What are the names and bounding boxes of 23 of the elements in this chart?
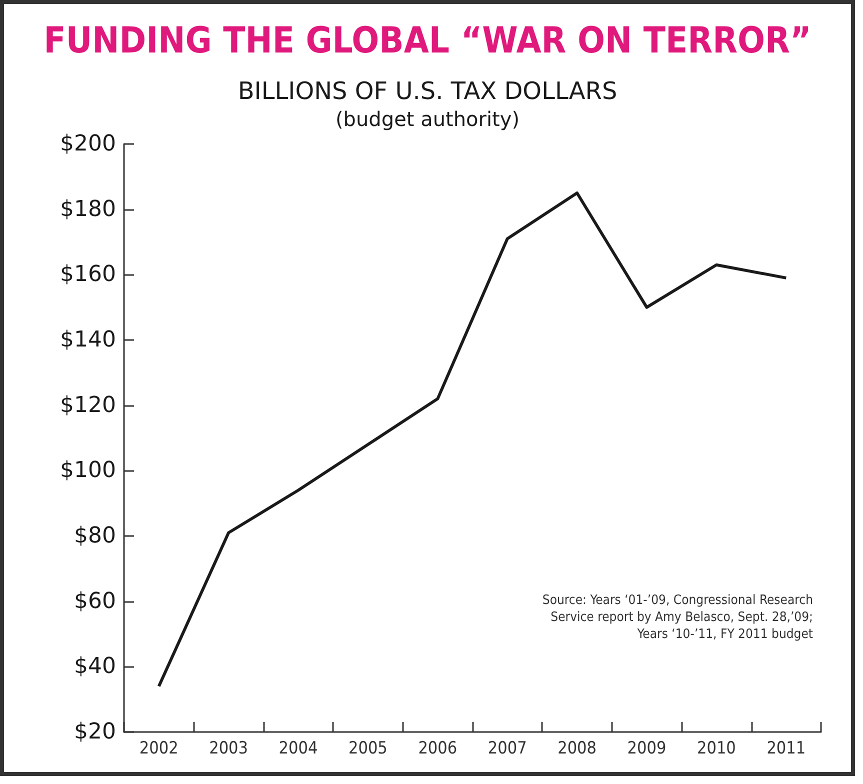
- x-tick-label: 2007: [488, 738, 527, 758]
- y-tick-label: $120: [60, 392, 116, 418]
- y-tick-label: $160: [60, 262, 116, 288]
- chart-title: FUNDING THE GLOBAL “WAR ON TERROR”: [44, 20, 812, 62]
- y-tick-label: $100: [60, 458, 116, 484]
- x-tick-label: 2009: [627, 738, 666, 758]
- x-tick-label: 2008: [558, 738, 597, 758]
- y-tick-label: $80: [74, 524, 116, 548]
- y-tick-label: $200: [60, 132, 116, 156]
- x-tick-label: 2002: [139, 738, 178, 758]
- y-tick-label: $60: [74, 588, 116, 614]
- y-tick-label: $40: [74, 654, 116, 680]
- annotation: Source: Years ‘01-’09, Congressional Research Service report by Amy Belasco, Sept. 28,’09; Years ‘10-’11, FY 2011 budget: [542, 593, 814, 642]
- y-tick-label: $180: [60, 196, 116, 222]
- x-tick-label: 2011: [766, 738, 806, 758]
- x-tick-label: 2004: [278, 738, 318, 758]
- x-tick-label: 2005: [348, 738, 388, 758]
- x-tick-label: 2006: [418, 738, 458, 758]
- y-tick-label: $20: [74, 720, 116, 744]
- x-tick-label: 2003: [209, 738, 248, 758]
- x-tick-label: 2010: [696, 738, 736, 758]
- y-tick-label: $140: [60, 328, 116, 352]
- chart-subtitle: BILLIONS OF U.S. TAX DOLLARS (budget authority): [238, 77, 618, 131]
